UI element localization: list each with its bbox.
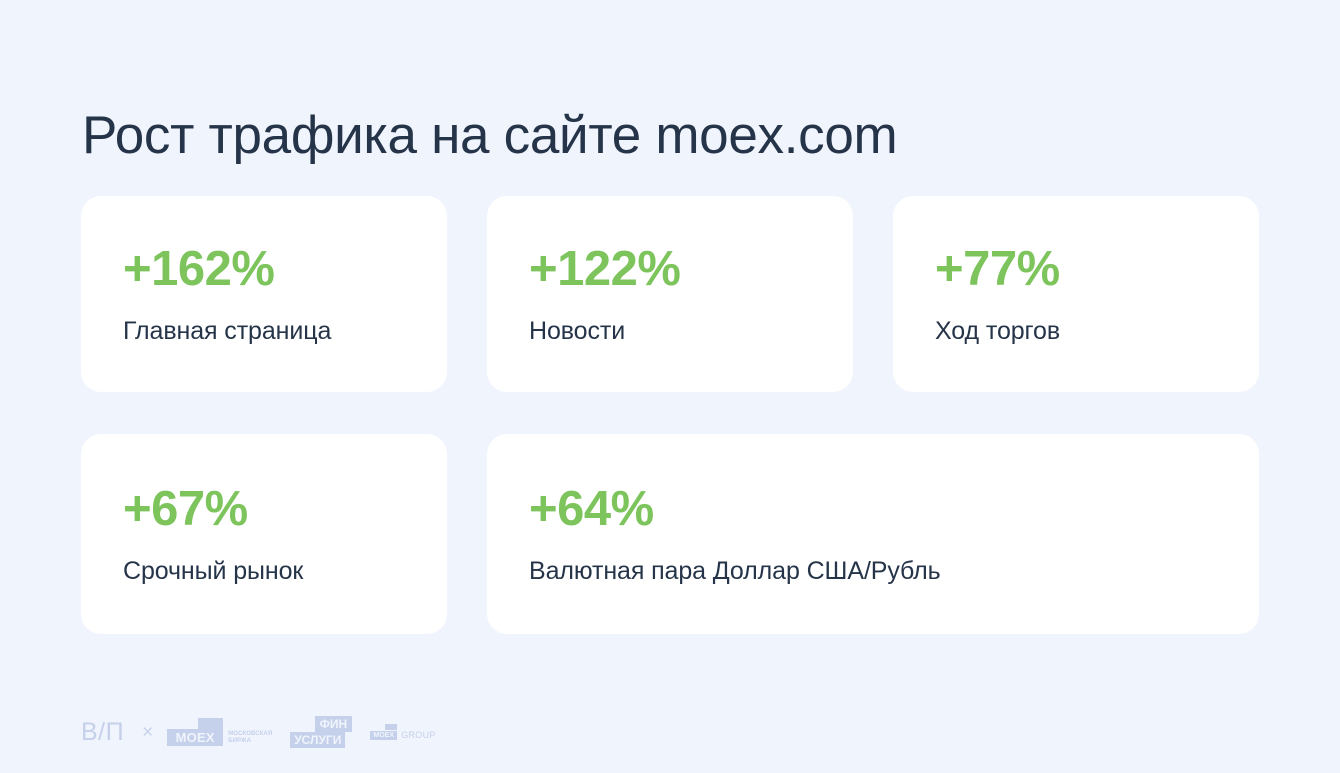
moex-group-logo-mark: MOEX — [370, 724, 398, 740]
finuslugi-line1: ФИН — [314, 716, 353, 732]
stat-card-derivatives-market[interactable]: +67% Срочный рынок — [81, 434, 447, 634]
stats-grid: +162% Главная страница +122% Новости +77… — [81, 196, 1259, 634]
moex-logo-mark: MOEX — [167, 718, 224, 746]
stats-row-2: +67% Срочный рынок +64% Валютная пара До… — [81, 434, 1259, 634]
moex-group-wordmark-text: MOEX — [373, 732, 395, 739]
stat-label: Новости — [529, 317, 626, 345]
stat-label: Валютная пара Доллар США/Рубль — [529, 557, 941, 585]
moex-wordmark-bar: MOEX — [167, 729, 224, 746]
moex-subtitle: МОСКОВСКАЯ БИРЖА — [228, 731, 273, 744]
finuslugi-logo: ФИН УСЛУГИ — [290, 716, 353, 748]
stat-value: +162% — [123, 242, 275, 296]
stat-label: Срочный рынок — [123, 557, 304, 585]
stat-label: Ход торгов — [935, 317, 1061, 345]
stat-value: +122% — [529, 242, 681, 296]
moex-group-logo: MOEX GROUP — [370, 724, 436, 740]
footer-logo-strip: В/П × MOEX МОСКОВСКАЯ БИРЖА ФИН УСЛУГИ M… — [81, 715, 436, 749]
stat-value: +77% — [935, 242, 1060, 296]
moex-logo: MOEX МОСКОВСКАЯ БИРЖА — [167, 718, 274, 746]
stats-row-1: +162% Главная страница +122% Новости +77… — [81, 196, 1259, 392]
multiply-separator-icon: × — [142, 721, 154, 743]
stat-card-trading-progress[interactable]: +77% Ход торгов — [893, 196, 1259, 392]
stat-value: +64% — [529, 482, 654, 536]
agency-logo-vp: В/П — [81, 718, 125, 746]
moex-group-wordmark-bar: MOEX — [370, 731, 398, 740]
moex-group-word: GROUP — [401, 730, 436, 740]
moex-group-square-icon — [385, 724, 398, 730]
stat-label: Главная страница — [123, 317, 332, 345]
stat-value: +67% — [123, 482, 248, 536]
moex-square-icon — [198, 718, 224, 730]
stat-card-main-page[interactable]: +162% Главная страница — [81, 196, 447, 392]
stat-card-news[interactable]: +122% Новости — [487, 196, 853, 392]
moex-wordmark-text: MOEX — [175, 730, 215, 745]
page-title: Рост трафика на сайте moex.com — [82, 105, 898, 165]
stat-card-usd-rub-pair[interactable]: +64% Валютная пара Доллар США/Рубль — [487, 434, 1259, 634]
finuslugi-line2: УСЛУГИ — [290, 732, 346, 748]
